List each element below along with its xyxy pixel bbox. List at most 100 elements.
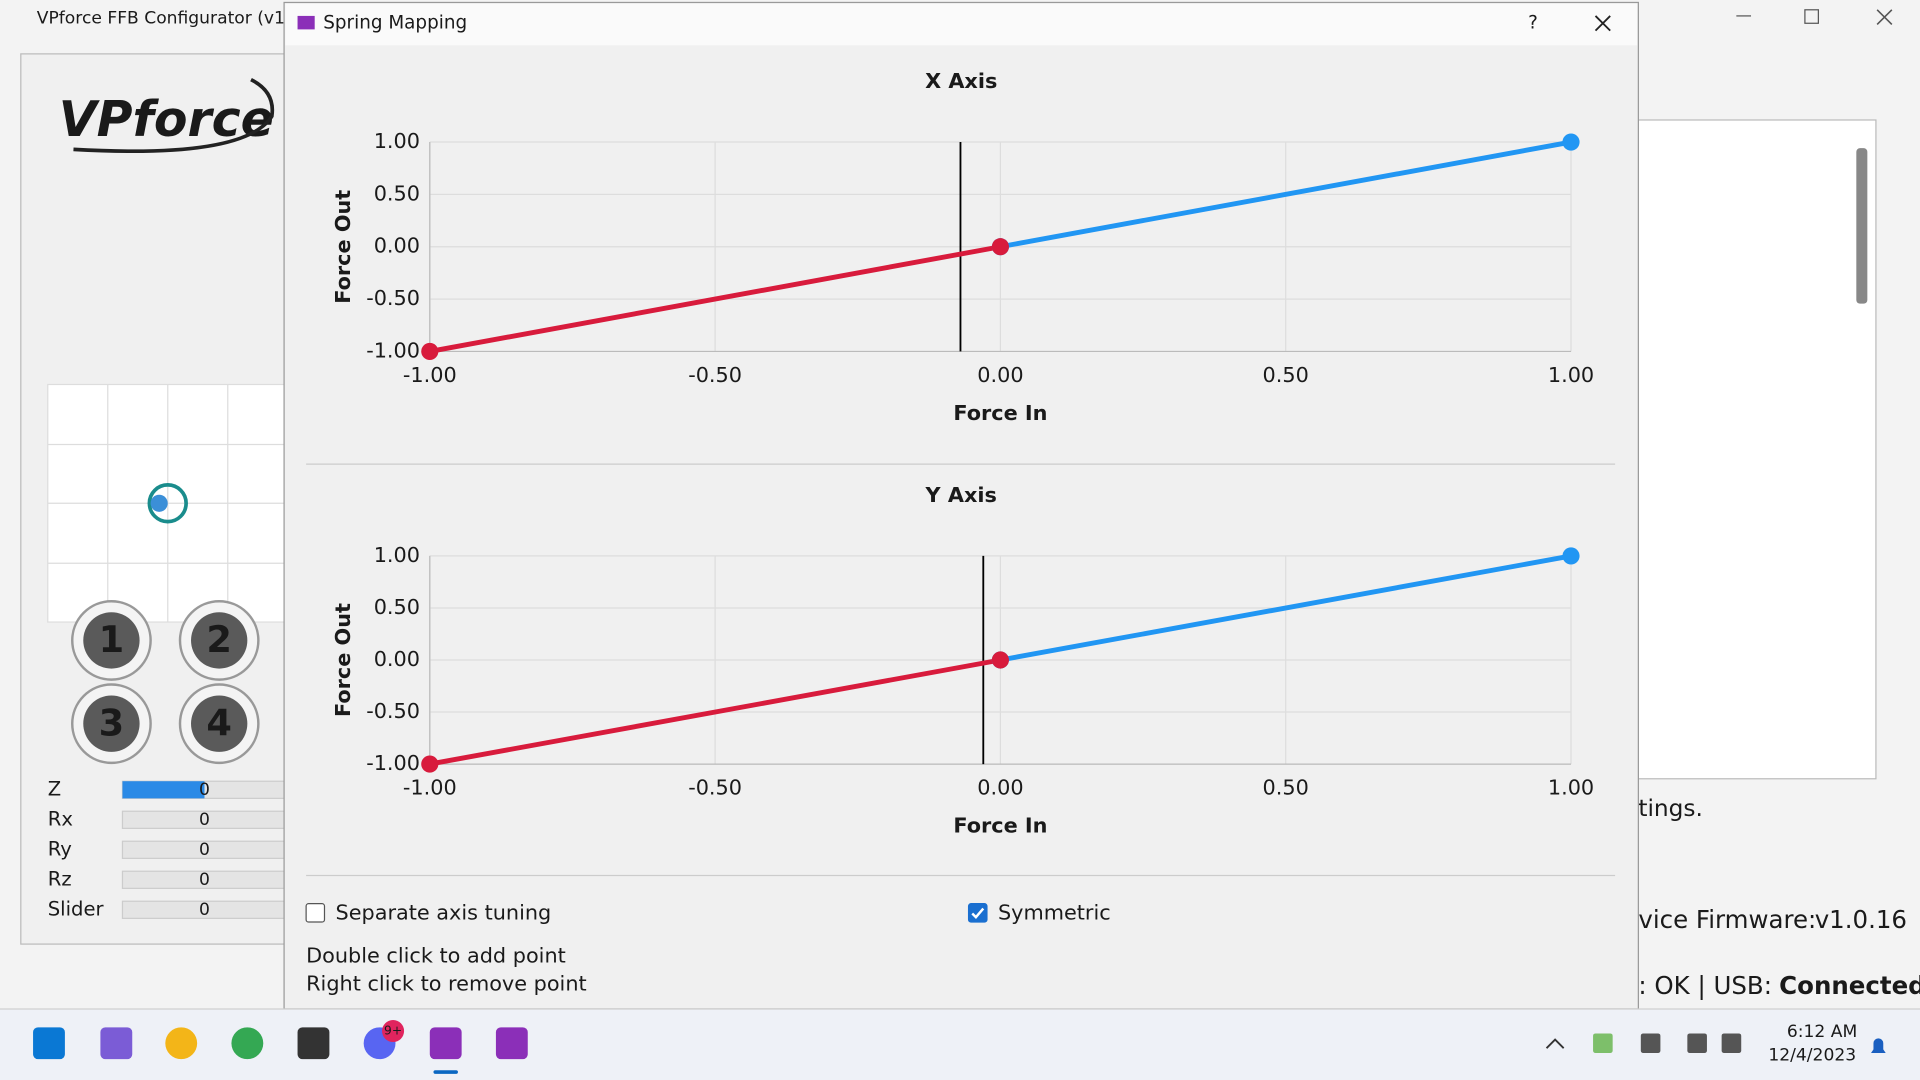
tray-icon[interactable] (1593, 1033, 1613, 1054)
discord-badge: 9+ (384, 1024, 402, 1038)
control-point[interactable] (421, 755, 439, 773)
axis-label: Slider (48, 897, 105, 920)
x-tick-label: 0.50 (1263, 363, 1309, 387)
hint-text: Right click to remove point (306, 971, 587, 995)
restore[interactable] (1804, 9, 1819, 24)
taskbar (0, 1008, 1920, 1080)
help-button[interactable]: ? (1528, 12, 1538, 33)
logo-swoosh (73, 77, 275, 154)
taskbar-icon[interactable] (100, 1027, 133, 1060)
notification-bell[interactable] (1871, 1038, 1886, 1054)
y-tick-label: -1.00 (366, 338, 420, 362)
button-face (191, 612, 248, 669)
taskbar-icon[interactable] (33, 1027, 65, 1060)
x-tick-label: 0.00 (977, 776, 1023, 800)
firmware-label: vice Firmware: (1638, 905, 1816, 934)
status-text: tings. (1638, 795, 1703, 822)
y-axis-label: Force Out (331, 190, 355, 304)
y-tick-label: 0.00 (374, 647, 420, 671)
x-tick-label: -1.00 (403, 776, 457, 800)
axis-label: Rz (48, 867, 72, 890)
button-number: 4 (206, 701, 232, 744)
clock-time: 6:12 AM (1787, 1022, 1857, 1042)
axis-label: Rx (48, 807, 73, 830)
series-line (429, 244, 1001, 354)
y-tick-label: -1.00 (366, 751, 420, 775)
joystick-position (147, 483, 188, 524)
checkbox-label: Separate axis tuning (336, 900, 552, 924)
tray-icon[interactable] (1721, 1033, 1742, 1054)
y-tick-label: 0.50 (374, 595, 420, 619)
x-tick-label: -0.50 (688, 363, 742, 387)
dialog-titlebar (285, 3, 1638, 46)
x-tick-label: -1.00 (403, 363, 457, 387)
x-axis-label: Force In (953, 401, 1047, 425)
taskbar-icon[interactable] (165, 1027, 198, 1060)
y-tick-label: -0.50 (366, 286, 420, 310)
checkbox-label: Symmetric (998, 900, 1111, 924)
firmware-version: v1.0.16 (1815, 905, 1907, 934)
control-point[interactable] (991, 651, 1009, 669)
taskbar-icon[interactable] (231, 1027, 264, 1060)
axis-label: Ry (48, 837, 72, 860)
dialog-icon (297, 15, 315, 30)
button-face (191, 695, 248, 752)
status-line: : OK | USB: (1638, 971, 1772, 1000)
hint-text: Double click to add point (306, 943, 566, 967)
button-face (83, 612, 140, 669)
badge (382, 1020, 405, 1043)
axis-value: 0 (199, 900, 210, 920)
close-dialog[interactable] (1594, 15, 1611, 32)
x-tick-label: 1.00 (1548, 363, 1594, 387)
joystick-dot (150, 494, 168, 512)
y-axis-label: Force Out (331, 603, 355, 717)
axis-value: 0 (199, 780, 210, 800)
tray-icon[interactable] (1640, 1033, 1661, 1054)
control-point[interactable] (1562, 547, 1580, 565)
chart-title: Y Axis (925, 483, 997, 507)
clock-date: 12/4/2023 (1768, 1046, 1856, 1066)
axis-value: 0 (199, 810, 210, 830)
taskbar-icon[interactable] (429, 1027, 462, 1060)
tray-icon[interactable] (1687, 1033, 1707, 1054)
x-tick-label: 1.00 (1548, 776, 1594, 800)
y-tick-label: 0.50 (374, 181, 420, 205)
x-axis-label: Force In (953, 814, 1047, 838)
button-number: 3 (99, 701, 125, 744)
usb-status: Connected (1779, 971, 1920, 1000)
app-title: VPforce FFB Configurator (v1.0.1 (37, 8, 318, 28)
button-number: 2 (206, 618, 232, 661)
x-tick-label: 0.50 (1263, 776, 1309, 800)
app-right-panel (1627, 119, 1877, 780)
y-tick-label: 0.00 (374, 234, 420, 258)
series-line (999, 553, 1572, 663)
checkmark (971, 907, 985, 919)
dialog-title: Spring Mapping (323, 12, 467, 33)
taskbar-icon[interactable] (495, 1027, 528, 1060)
axis-bar-fill (122, 781, 205, 799)
taskbar-icon[interactable] (297, 1027, 330, 1060)
axis-label: Z (48, 777, 61, 800)
control-point[interactable] (421, 342, 439, 360)
y-tick-label: -0.50 (366, 699, 420, 723)
y-tick-label: 1.00 (374, 543, 420, 567)
tray-chevron[interactable] (1545, 1038, 1565, 1049)
close-app[interactable] (1876, 9, 1893, 26)
control-point[interactable] (1562, 133, 1580, 151)
button-number: 1 (99, 618, 125, 661)
button-face (83, 695, 140, 752)
scrollbar-thumb (1856, 148, 1868, 304)
checkbox[interactable] (305, 903, 326, 923)
control-point[interactable] (991, 238, 1009, 256)
x-tick-label: 0.00 (977, 363, 1023, 387)
chart-title: X Axis (925, 69, 997, 93)
axis-value: 0 (199, 840, 210, 860)
y-tick-label: 1.00 (374, 129, 420, 153)
series-line (999, 139, 1572, 250)
checkbox[interactable] (967, 903, 988, 923)
axis-value: 0 (199, 870, 210, 890)
active-indicator (433, 1070, 458, 1074)
x-tick-label: -0.50 (688, 776, 742, 800)
series-line (429, 657, 1001, 767)
